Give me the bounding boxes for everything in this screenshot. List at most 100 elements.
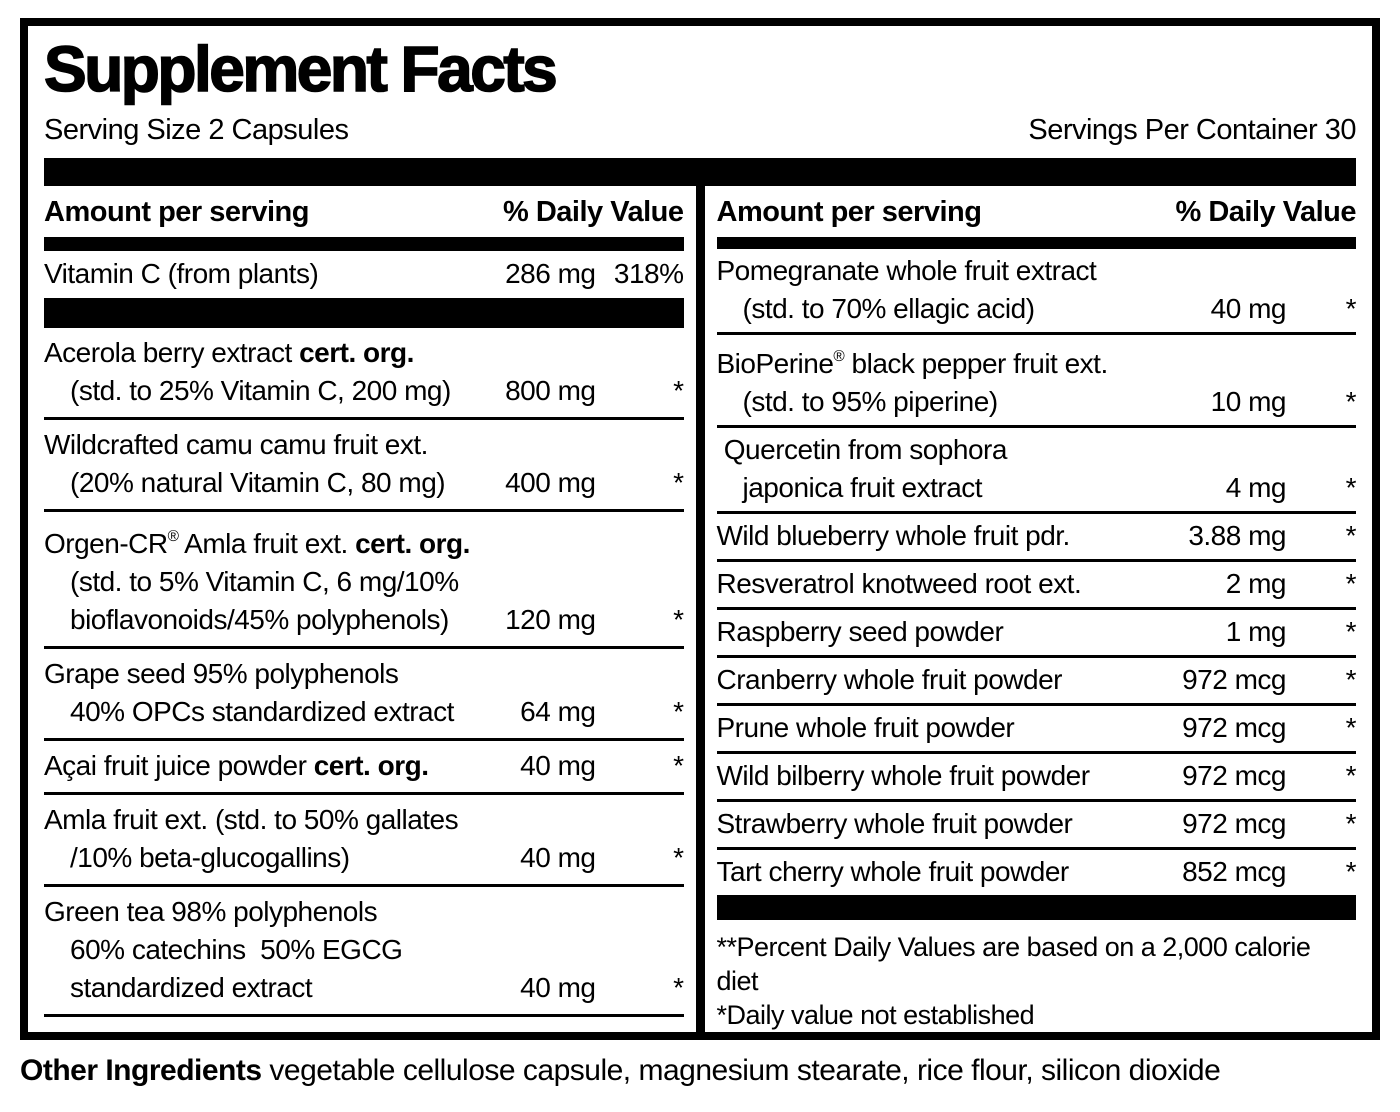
ingredient-name: Wild bilberry whole fruit powder [717,757,1179,795]
ingredient-name-line: Quercetin from sophora [717,431,1179,469]
ingredient-name-line: Wild blueberry whole fruit pdr. [717,517,1179,555]
text-segment: cert. org. [313,750,429,781]
ingredient-amount: 972 mcg [1182,663,1286,695]
ingredient-row: Prune whole fruit powder 972 mcg * [716,706,1357,754]
ingredient-daily-value: * [673,604,684,635]
column-header-daily-value: % Daily Value [503,196,684,228]
ingredient-name-line: (std. to 70% ellagic acid) [717,290,1179,328]
ingredient-amount: 972 mcg [1182,711,1286,743]
text-segment: bioflavonoids/45% polyphenols) [70,604,449,635]
ingredient-row: Tart cherry whole fruit powder 852 mcg * [717,850,1357,895]
ingredient-row: Pomegranate whole fruit extract (std. to … [716,249,1357,335]
other-ingredients-text: vegetable cellulose capsule, magnesium s… [261,1054,1221,1087]
ingredient-amount: 400 mg [505,467,596,498]
ingredient-name-line: Açai fruit juice powder cert. org. [44,747,488,785]
text-segment: Quercetin from sophora [716,433,1008,465]
ingredient-amount: 1 mg [1225,615,1287,647]
column-divider [695,186,705,1032]
text-segment: (std. to 70% ellagic acid) [742,292,1036,324]
panel-title: Supplement Facts [43,33,558,105]
ingredient-name-line: /10% beta-glucogallins) [44,839,488,877]
ingredient-name-line: Tart cherry whole fruit powder [717,853,1179,891]
ingredient-name-line: Vitamin C (from plants) [44,255,488,293]
ingredient-name-line: (std. to 95% piperine) [717,383,1179,421]
ingredient-amount: 3.88 mg [1188,519,1286,551]
text-segment: Orgen-CR [44,528,168,559]
text-segment: Wild bilberry whole fruit powder [716,759,1091,791]
ingredient-daily-value: * [1345,759,1357,791]
ingredient-name: Wildcrafted camu camu fruit ext. (20% nat… [44,426,488,502]
ingredient-name-line: Raspberry seed powder [717,613,1179,651]
ingredient-daily-value: * [1345,471,1357,503]
text-segment: Grape seed 95% polyphenols [44,658,399,689]
right-column: Amount per serving % Daily Value Pomegra… [705,186,1357,1032]
thick-separator-bar-right [716,894,1356,920]
text-segment: Prune whole fruit powder [716,711,1015,743]
ingredient-name: Pomegranate whole fruit extract (std. to … [717,252,1179,328]
ingredient-name-line: Wild bilberry whole fruit powder [717,757,1179,795]
ingredient-daily-value: * [673,750,684,781]
supplement-facts-panel: Supplement Facts Serving Size 2 Capsules… [20,18,1380,1040]
text-segment: Cranberry whole fruit powder [716,663,1063,695]
ingredient-amount: 40 mg [520,842,596,873]
ingredient-name-line: Pomegranate whole fruit extract [717,252,1179,290]
text-segment: 60% catechins 50% EGCG [70,934,403,965]
ingredient-row: Strawberry whole fruit powder 972 mcg * [716,802,1357,850]
ingredient-row: Green tea 98% polyphenols 60% catechins 5… [44,887,684,1017]
ingredient-name-line: Grape seed 95% polyphenols [44,655,488,693]
ingredient-daily-value: * [1345,807,1357,839]
thick-separator-bar-left [44,298,684,328]
ingredient-name: Grape seed 95% polyphenols 40% OPCs stand… [44,655,488,731]
text-segment: Strawberry whole fruit powder [716,807,1073,839]
ingredient-name-line: (std. to 25% Vitamin C, 200 mg) [44,372,488,410]
ingredient-row: BioPerine® black pepper fruit ext. (std. … [716,335,1357,428]
ingredient-amount: 852 mcg [1182,855,1286,887]
left-top-ingredient-list: Vitamin C (from plants) 286 mg 318% [44,251,684,298]
ingredient-amount: 40 mg [520,750,596,781]
text-segment: (std. to 95% piperine) [742,385,999,417]
ingredient-daily-value: * [1345,519,1357,551]
ingredient-name-line: japonica fruit extract [717,469,1179,507]
panel-header: Supplement Facts Serving Size 2 Capsules… [28,26,1372,154]
text-segment: Amla fruit ext. [178,528,356,559]
text-segment: (std. to 5% Vitamin C, 6 mg/10% [70,566,459,597]
ingredient-name: Quercetin from sophora japonica fruit ext… [717,431,1179,507]
left-column-header: Amount per serving % Daily Value [44,186,684,237]
ingredient-amount: 40 mg [1210,292,1287,324]
ingredient-daily-value: * [1345,855,1357,887]
other-ingredients-line: Other Ingredients vegetable cellulose ca… [20,1052,1380,1090]
ingredient-daily-value: * [1345,615,1357,647]
text-segment: Pomegranate whole fruit extract [716,254,1097,286]
ingredient-name-line: Amla fruit ext. (std. to 50% gallates [44,801,488,839]
ingredient-name-line: Cranberry whole fruit powder [717,661,1179,699]
text-segment: Acerola berry extract [44,337,300,368]
ingredient-row: Açai fruit juice powder cert. org. 40 mg * [44,741,684,795]
ingredient-name: Cranberry whole fruit powder [717,661,1179,699]
text-segment: black pepper fruit ext. [844,347,1109,379]
panel-columns: Amount per serving % Daily Value Vitamin… [28,186,1372,1032]
header-separator-bar-right [716,237,1356,249]
column-header-daily-value: % Daily Value [1175,196,1357,228]
text-segment: (std. to 25% Vitamin C, 200 mg) [70,375,451,406]
left-ingredient-list: Acerola berry extract cert. org. (std. to… [44,328,684,1017]
column-header-amount: Amount per serving [44,196,309,228]
ingredient-name: Vitamin C (from plants) [44,255,488,293]
footnotes: **Percent Daily Values are based on a 2,… [717,920,1357,1032]
ingredient-row: Raspberry seed powder 1 mg * [716,610,1357,658]
ingredient-amount: 40 mg [520,972,596,1003]
ingredient-daily-value: * [673,842,684,873]
text-segment: Green tea 98% polyphenols [44,896,378,927]
text-segment: (20% natural Vitamin C, 80 mg) [70,467,446,498]
text-segment: Wild blueberry whole fruit pdr. [716,519,1071,551]
ingredient-row: Acerola berry extract cert. org. (std. to… [44,328,684,420]
text-segment: Amla fruit ext. (std. to 50% gallates [44,804,459,835]
ingredient-name: Wild blueberry whole fruit pdr. [717,517,1179,555]
footnote-percent-daily-values: **Percent Daily Values are based on a 2,… [716,932,1311,996]
ingredient-daily-value: * [673,375,684,406]
ingredient-name: Açai fruit juice powder cert. org. [44,747,488,785]
ingredient-name-line: Wildcrafted camu camu fruit ext. [44,426,488,464]
servings-per-container-text: Servings Per Container 30 [1028,114,1356,146]
ingredient-amount: 2 mg [1225,567,1287,599]
ingredient-row: Wildcrafted camu camu fruit ext. (20% nat… [44,420,684,512]
